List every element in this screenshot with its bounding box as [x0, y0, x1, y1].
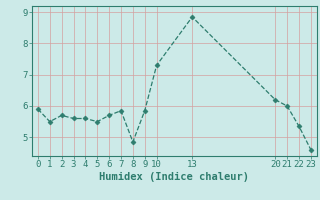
X-axis label: Humidex (Indice chaleur): Humidex (Indice chaleur) — [100, 172, 249, 182]
